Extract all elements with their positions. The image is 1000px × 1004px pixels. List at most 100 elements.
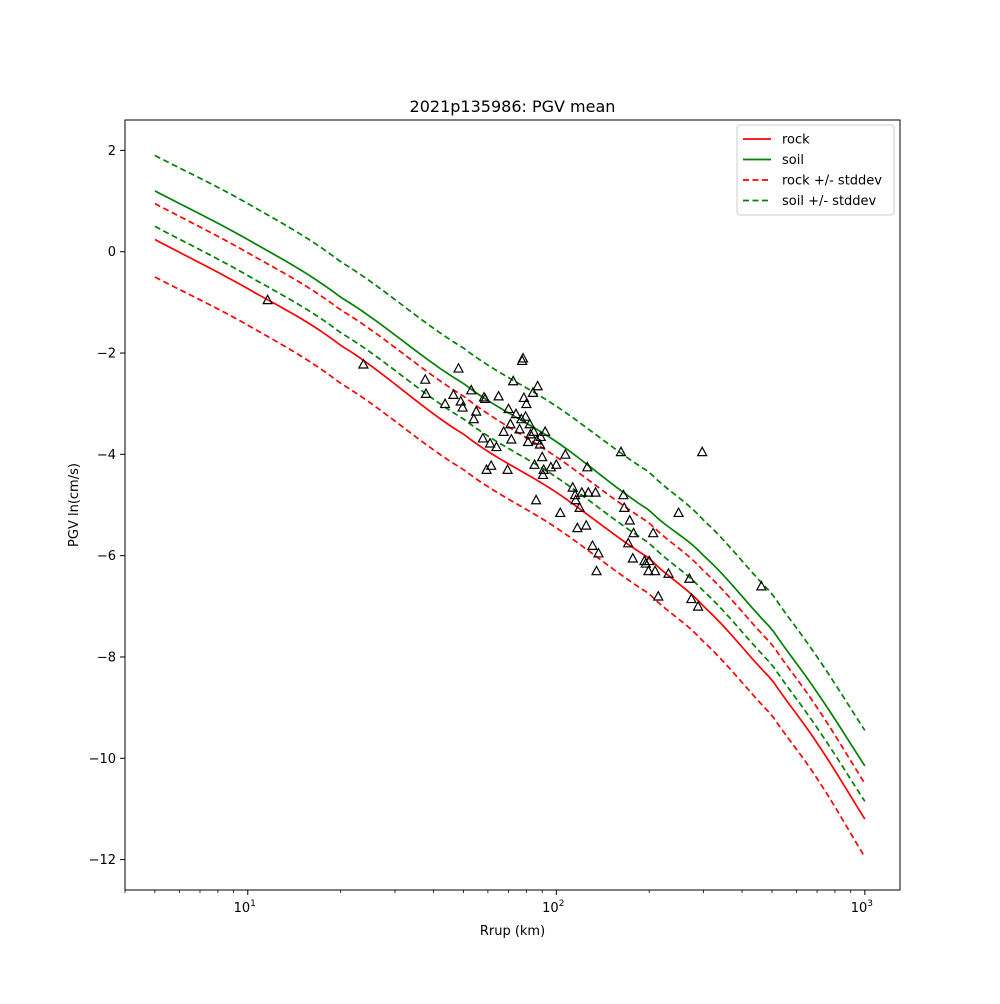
observation-point [525,428,537,439]
observation-point [683,572,695,583]
series-line-1 [154,190,866,767]
observation-point [524,418,536,429]
observation-point [477,432,489,443]
observation-point [628,527,640,538]
observation-point [643,565,655,576]
observation-point [535,430,547,442]
observation-point [503,402,515,414]
observation-point [528,425,540,436]
y-tick-label: −2 [97,347,116,362]
observation-point [504,418,516,429]
observation-point [357,358,369,369]
x-tick-label: 102 [542,899,564,916]
observation-point [673,506,685,518]
observation-point [537,468,549,480]
observation-point [439,397,451,409]
x-axis-label: Rrup (km) [480,924,545,939]
observation-point [479,392,491,404]
axes-frame [124,119,901,891]
y-tick-label: −12 [89,853,116,868]
observation-point [576,486,588,497]
series-line-3 [154,276,866,858]
observation-point [685,592,697,604]
observation-point [640,557,652,568]
series-line-4 [154,154,866,731]
observation-point [468,413,480,424]
observation-point [514,423,526,434]
observation-point [647,527,659,538]
observation-point [554,506,566,518]
observation-point [582,486,594,497]
observation-point [618,501,630,512]
observation-point [465,384,477,395]
observation-point [586,539,598,550]
y-tick-label: 2 [108,144,116,159]
observation-point [455,395,467,406]
y-axis-label: PGV ln(cm/s) [67,463,82,547]
observation-point [570,494,582,505]
observation-point [649,565,661,576]
observation-point [522,435,534,447]
observation-point [502,463,514,474]
observation-point [696,446,708,457]
observation-point [531,434,543,445]
y-tick-label: −4 [97,448,116,463]
y-tick-label: −10 [89,752,116,767]
legend-label: rock [782,133,810,148]
series-line-0 [154,238,866,820]
observation-point [491,440,503,452]
observation-point [581,461,593,472]
observation-point [643,554,655,566]
observation-point [470,405,482,416]
observation-point [662,567,675,578]
observation-point [510,408,522,419]
observation-point [420,387,432,398]
observation-point [507,375,519,386]
legend-box [736,124,895,216]
observation-point [529,458,541,469]
observation-point [515,413,527,424]
observation-point [527,386,539,397]
observation-point [262,294,274,305]
legend-label: soil +/- stddev [782,194,877,209]
observation-point [559,448,571,459]
observation-point [419,373,431,384]
observation-point [624,514,636,525]
observation-point [622,537,634,548]
observation-point [505,433,517,444]
observation-point [484,437,496,448]
observation-point [518,391,530,403]
x-tick-label: 101 [234,899,256,916]
observation-point [485,459,497,470]
observation-point [493,390,505,401]
observation-point [447,388,459,399]
observation-point [520,410,532,421]
observation-point [534,438,546,449]
observation-point [692,600,704,611]
observation-point [517,352,529,363]
observation-point [627,552,639,563]
series-line-5 [154,225,866,802]
legend: rock soil rock +/- stddev soil +/- stddev [736,124,895,216]
x-tick-label: 103 [851,899,873,916]
observation-point [617,489,629,500]
legend-label: soil [782,153,804,168]
y-tick-label: −6 [97,549,116,564]
observation-point [574,501,586,512]
observation-point [538,463,550,474]
observation-point [532,380,544,391]
observation-point [520,397,532,409]
observation-point [457,401,469,412]
plot-content [154,154,866,858]
observation-point [652,590,664,601]
observation-point [571,522,583,533]
observation-point [591,565,603,576]
chart-title: 2021p135986: PGV mean [410,97,616,116]
observation-point [550,458,562,469]
observation-point [615,446,627,457]
observation-point [453,362,465,373]
observation-point [755,580,767,591]
observation-point [498,425,510,436]
